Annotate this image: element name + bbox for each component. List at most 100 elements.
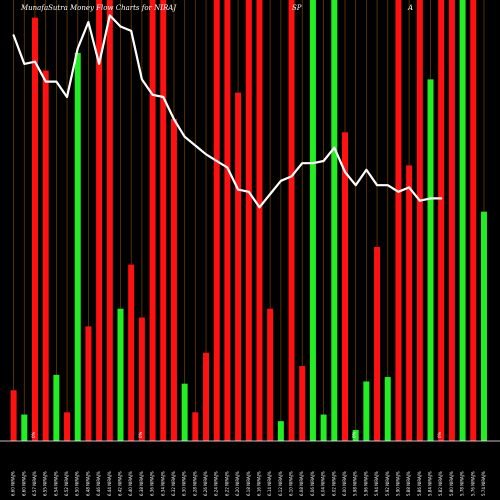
x-tick-label: 6.40 NIRAJ% (128, 471, 133, 496)
x-tick-label: 6.48 NIRAJ% (85, 471, 90, 496)
x-tick-label: 6.36 NIRAJ% (150, 471, 155, 496)
flow-bar (288, 0, 295, 441)
x-tick-label: 6.12 NIRAJ% (278, 471, 283, 496)
flow-bar (53, 374, 60, 441)
flow-bar (138, 317, 145, 441)
flow-bar (170, 119, 177, 441)
flow-bar (128, 264, 135, 441)
chart-title: MunafaSutra Money Flow Charts for NIRAJ (20, 4, 177, 12)
x-tick-label: 6.10 NIRAJ% (289, 471, 294, 496)
flow-bar (267, 308, 274, 441)
x-tick-label: 5.78 NIRAJ% (460, 471, 465, 496)
flow-bar (320, 414, 327, 441)
flow-bar (438, 0, 445, 441)
flow-bar (203, 352, 210, 441)
flow-bar (64, 412, 71, 441)
x-tick-label: 6.57 NIRAJ% (32, 471, 37, 496)
x-tick-label: 5.88 NIRAJ% (406, 471, 411, 496)
x-tick-label: 6.02 NIRAJ% (331, 471, 336, 496)
flow-bar (406, 165, 413, 441)
x-tick-label: 5.98 NIRAJ% (353, 471, 358, 496)
percent-marker: 0% (31, 431, 36, 438)
x-tick-label: 6.55 NIRAJ% (43, 471, 48, 496)
x-tick-label: 5.82 NIRAJ% (438, 471, 443, 496)
flow-bar (10, 390, 17, 441)
flow-bar (384, 377, 391, 441)
x-tick-label: 5.94 NIRAJ% (374, 471, 379, 496)
flow-bar (352, 429, 359, 441)
flow-bar (309, 0, 316, 441)
flow-bar (96, 0, 103, 441)
chart-title-middle: SP (292, 4, 302, 12)
percent-markers: 0% 0% 0% 0% (31, 431, 442, 438)
x-tick-label: 5.86 NIRAJ% (417, 471, 422, 496)
flow-bar (374, 246, 381, 441)
flow-bar (480, 211, 487, 441)
flow-bar (213, 0, 220, 441)
x-tick-label: 6.44 NIRAJ% (107, 471, 112, 496)
flow-bar (117, 308, 124, 441)
chart-title-right: A (407, 4, 413, 12)
flow-bar (277, 421, 284, 441)
x-tick-label: 5.92 NIRAJ% (385, 471, 390, 496)
x-tick-label: 6.50 NIRAJ% (75, 471, 80, 496)
x-tick-label: 6.52 NIRAJ% (64, 471, 69, 496)
price-line-layer (0, 14, 500, 442)
x-tick-label: 6.14 NIRAJ% (267, 471, 272, 496)
x-tick-label: 6.60 NIRAJ% (21, 471, 26, 496)
flow-bar (192, 412, 199, 441)
flow-bar (74, 52, 81, 442)
x-tick-label: 6.18 NIRAJ% (246, 471, 251, 496)
flow-bar (448, 0, 455, 441)
flow-bar (299, 366, 306, 441)
x-tick-label: 5.90 NIRAJ% (395, 471, 400, 496)
flow-bar (224, 0, 231, 441)
x-tick-label: 6.28 NIRAJ% (192, 471, 197, 496)
x-tick-label: 6.30 NIRAJ% (182, 471, 187, 496)
money-flow-bars (10, 0, 487, 442)
flow-bar (106, 0, 113, 441)
flow-bar (459, 0, 466, 441)
flow-bar (181, 383, 188, 441)
percent-marker: 0% (437, 431, 442, 438)
flow-bar (85, 326, 92, 441)
x-tick-label: 6.00 NIRAJ% (342, 471, 347, 496)
x-tick-label: 5.76 NIRAJ% (470, 471, 475, 496)
x-tick-label: 6.16 NIRAJ% (256, 471, 261, 496)
flow-bar (395, 0, 402, 441)
price-line (12, 14, 443, 209)
x-axis-labels: 6.60 NIRAJ% 6.60 NIRAJ% 6.57 NIRAJ% 6.55 NI… (11, 471, 486, 496)
flow-bar (31, 17, 38, 441)
percent-marker: 0% (138, 431, 143, 438)
x-tick-label: 6.54 NIRAJ% (53, 471, 58, 496)
x-tick-label: 6.60 NIRAJ% (11, 471, 16, 496)
x-tick-label: 6.24 NIRAJ% (214, 471, 219, 496)
x-tick-label: 6.04 NIRAJ% (321, 471, 326, 496)
flow-bar (160, 0, 167, 441)
flow-bar (149, 0, 156, 441)
flow-bar (42, 70, 49, 441)
flow-bar (256, 0, 263, 441)
flow-bar (427, 79, 434, 441)
x-tick-label: 6.34 NIRAJ% (160, 471, 165, 496)
x-tick-label: 5.80 NIRAJ% (449, 471, 454, 496)
flow-bar (341, 132, 348, 442)
flow-bar (416, 0, 423, 441)
percent-marker: 0% (352, 431, 357, 438)
x-tick-label: 6.42 NIRAJ% (118, 471, 123, 496)
x-tick-label: 6.26 NIRAJ% (203, 471, 208, 496)
x-tick-label: 6.38 NIRAJ% (139, 471, 144, 496)
flow-bar (245, 0, 252, 441)
x-tick-label: 5.74 NIRAJ% (481, 471, 486, 496)
flow-bar (21, 414, 28, 441)
flow-bar (331, 0, 338, 441)
flow-bar (235, 92, 242, 442)
x-tick-label: 6.46 NIRAJ% (96, 471, 101, 496)
x-tick-label: 6.22 NIRAJ% (224, 471, 229, 496)
x-tick-label: 5.96 NIRAJ% (363, 471, 368, 496)
x-tick-label: 6.08 NIRAJ% (299, 471, 304, 496)
flow-bar (363, 381, 370, 441)
x-tick-label: 6.20 NIRAJ% (235, 471, 240, 496)
x-tick-label: 6.06 NIRAJ% (310, 471, 315, 496)
